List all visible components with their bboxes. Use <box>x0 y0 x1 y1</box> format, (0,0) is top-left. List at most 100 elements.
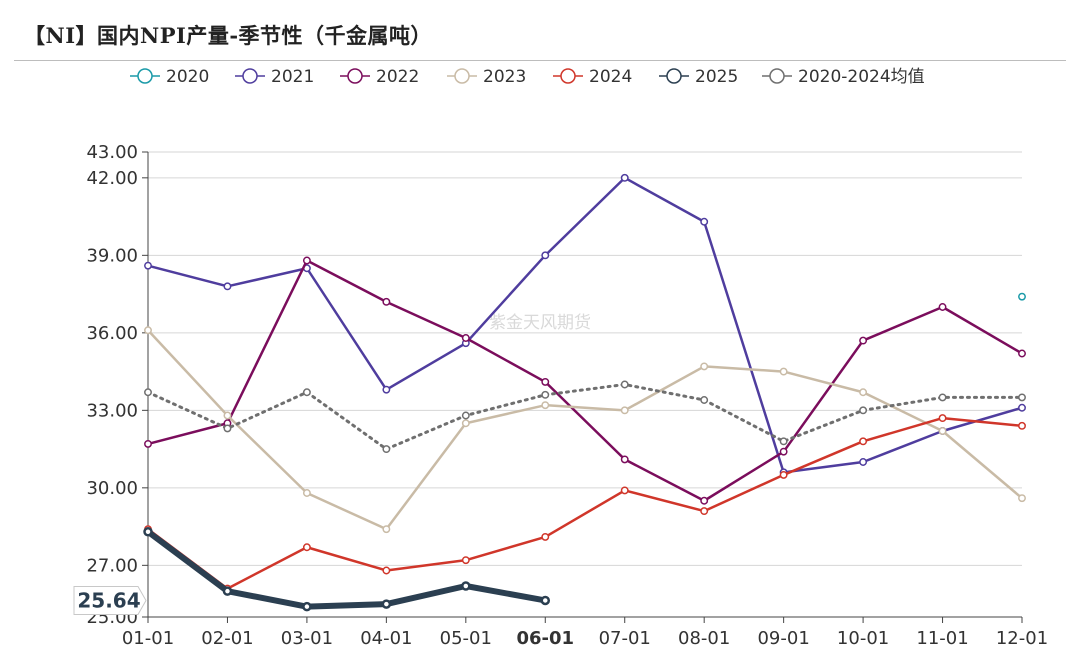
series-line-2025 <box>145 528 549 610</box>
x-tick-label: 12-01 <box>996 628 1048 649</box>
legend-item-2025[interactable]: 2025 <box>659 67 738 87</box>
legend[interactable]: 2020 2021 2022 2023 2024 2025 2020-2024均值 <box>130 67 925 87</box>
data-point <box>938 427 947 435</box>
data-point <box>382 566 391 575</box>
x-tick-label: 04-01 <box>360 628 412 649</box>
legend-item-2021[interactable]: 2021 <box>235 67 314 87</box>
data-point <box>302 388 311 397</box>
axes: 25.0027.0030.0033.0036.0039.0042.0043.00… <box>86 142 1048 649</box>
series-line-2023 <box>146 329 1024 531</box>
data-point <box>302 601 312 612</box>
series-line-2021 <box>146 176 1024 474</box>
series <box>143 173 1026 612</box>
data-point <box>938 303 947 311</box>
legend-marker <box>242 68 258 84</box>
data-point <box>620 380 629 389</box>
data-point <box>461 419 470 428</box>
data-point <box>461 581 471 591</box>
y-tick-label: 30.00 <box>86 478 138 499</box>
data-point <box>859 388 868 397</box>
legend-item-2020[interactable]: 2020 <box>130 67 209 87</box>
data-point <box>700 362 709 371</box>
x-tick-label: 03-01 <box>281 628 333 649</box>
data-point <box>461 334 470 342</box>
legend-label: 2023 <box>483 67 526 87</box>
y-tick-label: 39.00 <box>86 245 138 266</box>
data-point <box>461 411 470 420</box>
x-tick-label: 08-01 <box>678 628 730 649</box>
data-point <box>144 388 152 397</box>
data-point <box>700 507 709 516</box>
data-point <box>302 256 311 265</box>
title-divider <box>14 60 1066 61</box>
legend-item-2023[interactable]: 2023 <box>447 67 526 87</box>
data-point <box>1018 403 1026 412</box>
data-point <box>541 401 550 410</box>
x-tick-label: 09-01 <box>757 628 809 649</box>
data-point <box>382 297 391 306</box>
data-point <box>938 393 947 402</box>
data-point <box>540 595 551 606</box>
y-tick-label: 42.00 <box>86 168 138 189</box>
data-point <box>1018 393 1026 402</box>
legend-marker <box>137 68 153 84</box>
data-point <box>1018 494 1026 503</box>
grid <box>148 151 1022 618</box>
data-point <box>779 367 788 376</box>
y-tick-label: 33.00 <box>86 400 138 421</box>
data-point <box>302 489 311 497</box>
data-point <box>541 532 550 541</box>
page-title: 【NI】国内NPI产量-季节性（千金属吨） <box>24 23 433 48</box>
data-point <box>859 406 868 415</box>
data-point <box>222 586 233 596</box>
data-point <box>700 496 709 505</box>
data-point <box>144 326 152 335</box>
legend-marker <box>454 68 470 84</box>
y-tick-label: 36.00 <box>86 323 138 344</box>
data-point <box>620 486 629 495</box>
legend-item-2020-2024均值[interactable]: 2020-2024均值 <box>762 67 925 87</box>
data-point <box>223 411 232 420</box>
legend-label: 2020 <box>166 67 209 87</box>
data-point <box>859 437 868 446</box>
legend-label: 2025 <box>695 67 738 87</box>
data-point <box>1018 292 1026 301</box>
data-point <box>779 447 788 456</box>
legend-item-2024[interactable]: 2024 <box>553 67 632 87</box>
data-point <box>382 525 391 534</box>
data-point <box>859 458 868 466</box>
series-line-2022 <box>146 259 1024 502</box>
data-point <box>1018 421 1026 430</box>
legend-marker <box>560 68 576 84</box>
legend-label: 2024 <box>589 67 632 87</box>
data-point <box>223 424 232 433</box>
data-point <box>938 414 947 423</box>
series-line-2024 <box>146 416 1024 590</box>
legend-marker <box>769 68 785 84</box>
x-tick-label: 10-01 <box>837 628 889 649</box>
x-tick-label: 07-01 <box>599 628 651 649</box>
x-tick-label: 02-01 <box>201 628 253 649</box>
legend-label: 2020-2024均值 <box>798 67 925 87</box>
data-point <box>302 543 311 552</box>
watermark: 紫金天风期货 <box>489 313 591 333</box>
data-point <box>1018 349 1026 358</box>
data-point <box>144 439 152 448</box>
data-point <box>700 217 709 226</box>
legend-label: 2022 <box>376 67 419 87</box>
series-line-2020-2024均值 <box>146 383 1024 451</box>
data-point <box>381 599 392 609</box>
data-point <box>143 527 153 537</box>
data-point <box>620 173 629 182</box>
data-point <box>620 406 629 415</box>
data-point <box>461 556 470 565</box>
data-point <box>859 336 868 345</box>
data-point <box>541 251 550 260</box>
data-point <box>223 282 232 291</box>
y-tick-label: 27.00 <box>86 555 138 576</box>
data-point <box>779 470 788 479</box>
data-point <box>779 437 788 446</box>
data-point <box>382 445 391 454</box>
legend-item-2022[interactable]: 2022 <box>340 67 419 87</box>
